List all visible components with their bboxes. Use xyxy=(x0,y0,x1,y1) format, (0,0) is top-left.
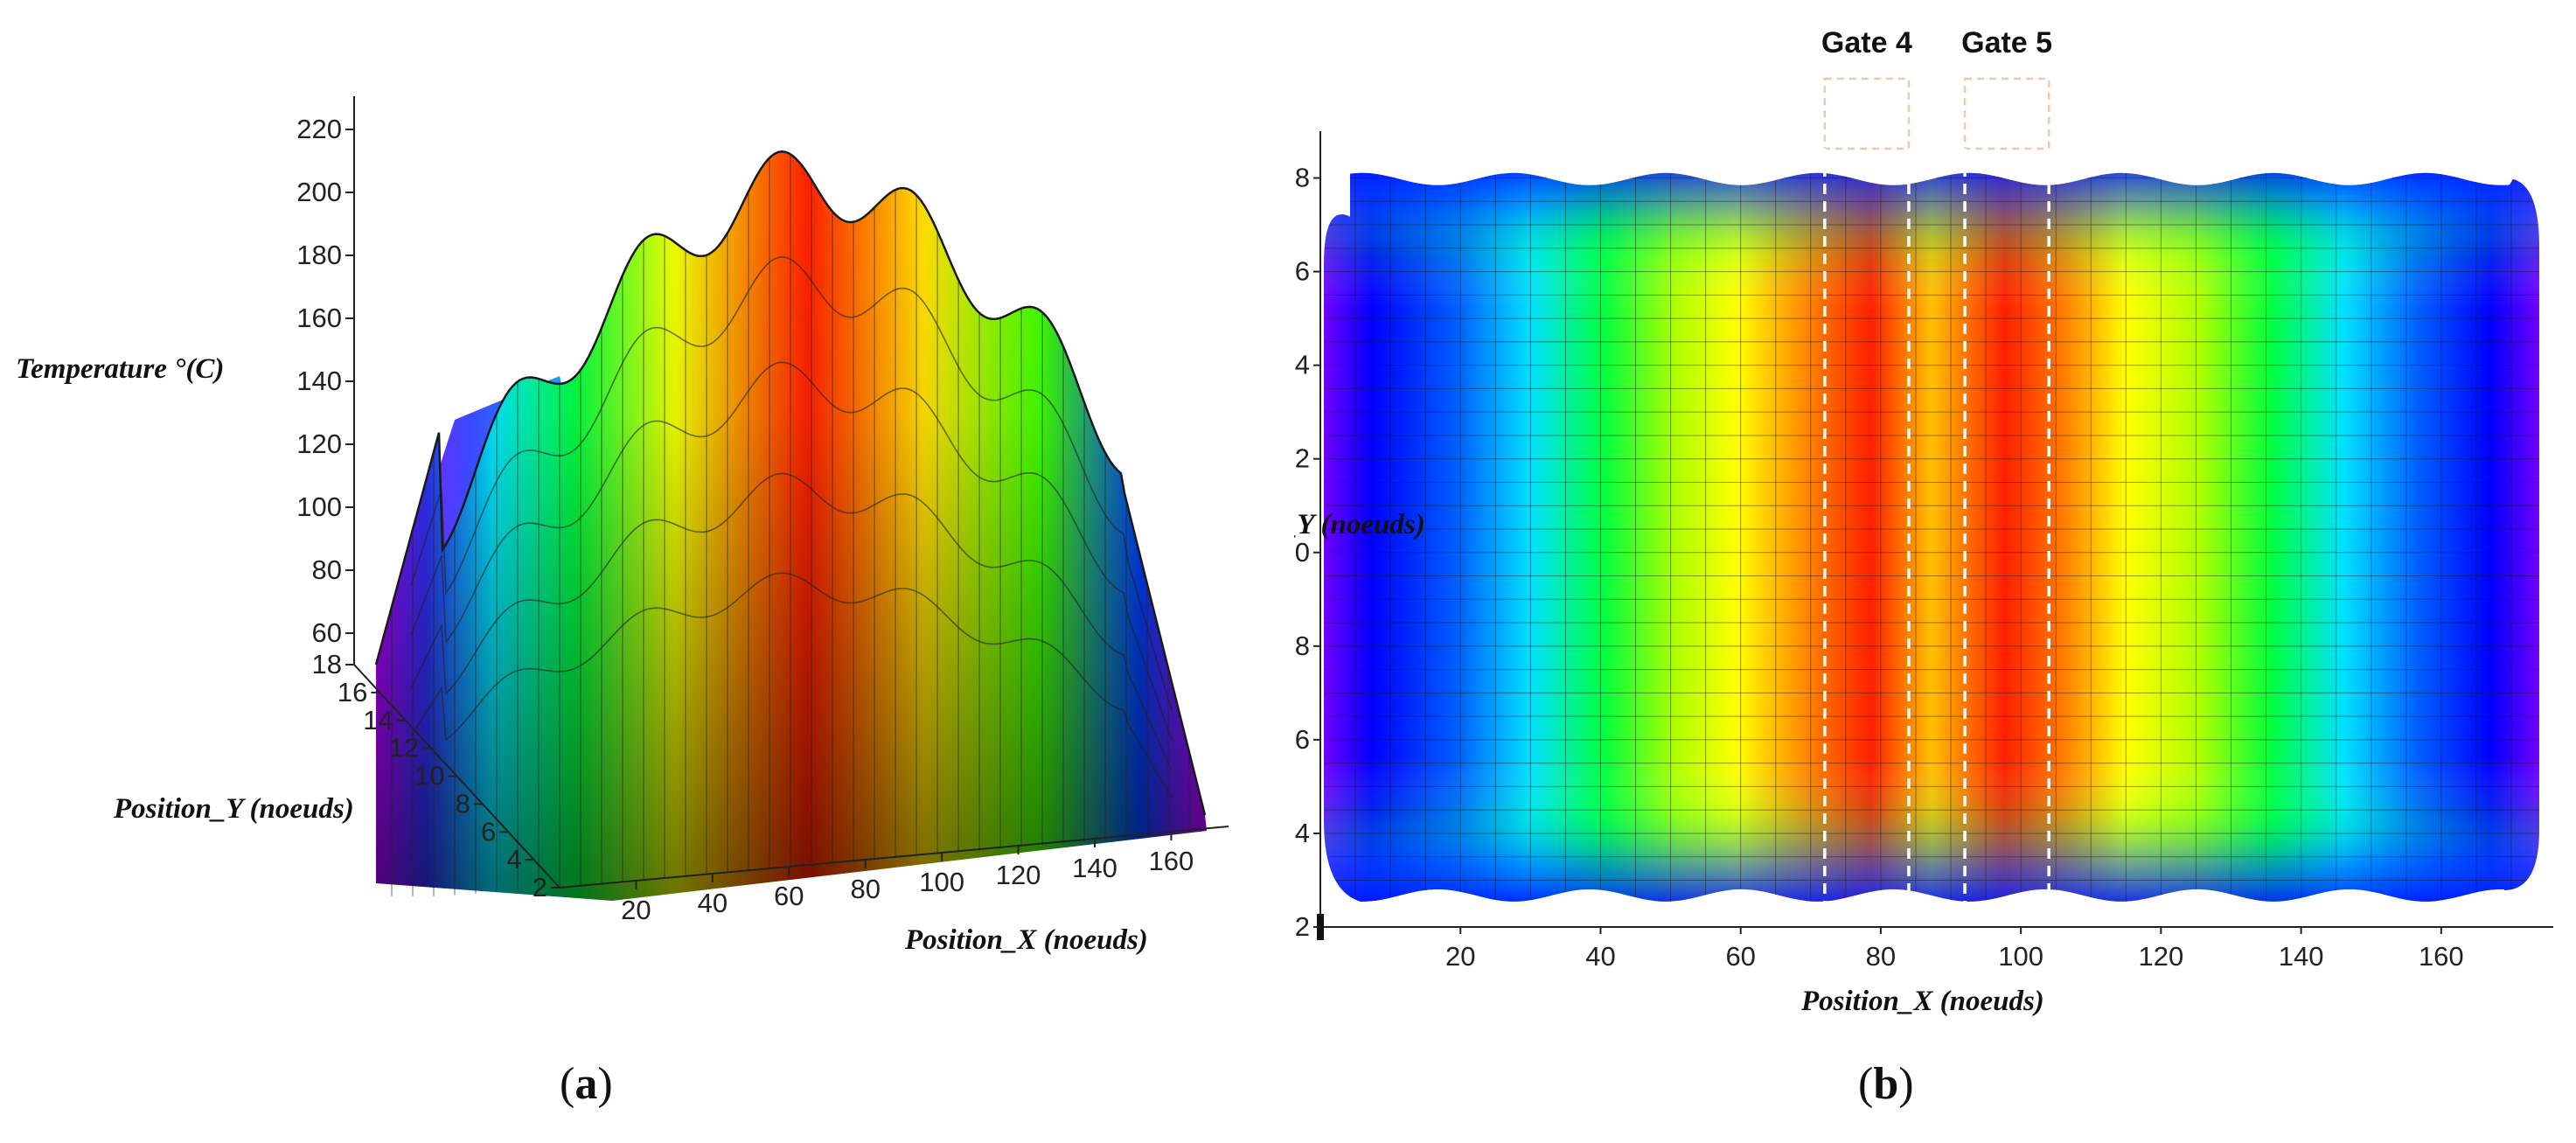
panel-label-b: (b) xyxy=(1858,1059,1914,1109)
x-tick-label: 100 xyxy=(1998,941,2043,972)
surface-crest-line xyxy=(374,150,1207,816)
z-tick-label: 160 xyxy=(296,303,342,333)
surface-shading xyxy=(376,151,1207,902)
z-tick-labels: 60 80 100 120 140 160 180 200 220 xyxy=(296,114,354,648)
x-tick-label: 140 xyxy=(1072,853,1117,883)
y-tick-label: 10 xyxy=(414,761,444,791)
y-tick-label: 16 xyxy=(338,677,367,707)
surface-mesh xyxy=(391,154,1190,896)
z-tick-label: 180 xyxy=(296,240,342,270)
gate-label: Gate 4 xyxy=(1821,26,1912,59)
y-tick-label: 8 xyxy=(456,788,470,819)
z-tick-label: 200 xyxy=(296,177,342,207)
x-tick-labels: 20 40 60 80 100 120 140 160 xyxy=(621,832,1194,925)
x-tick-labels: 20 40 60 80 100 120 140 160 xyxy=(1445,927,2464,972)
y-tick-label: 4 xyxy=(1295,818,1310,848)
z-tick-label: 100 xyxy=(296,491,342,522)
gate-top-box xyxy=(1823,77,1911,150)
x-axis-label: Position_X (noeuds) xyxy=(904,924,1148,956)
panel-label-a: (a) xyxy=(560,1059,613,1109)
y-tick-label: 4 xyxy=(506,844,521,875)
x-tick-label: 60 xyxy=(1725,941,1755,972)
y-tick-label: 2 xyxy=(533,872,547,903)
x-tick-label: 60 xyxy=(774,881,804,911)
y-tick-label: 12 xyxy=(389,733,419,763)
heatmap-plot-b: Gate 4 Gate 5 2 4 6 8 10 12 14 16 18 20 40 60 80 100 1… xyxy=(1294,26,2553,1017)
gate-top-box xyxy=(1963,77,2050,150)
mesh-contour xyxy=(410,255,1173,712)
x-tick-label: 20 xyxy=(621,895,651,925)
y-tick-label: 2 xyxy=(1295,911,1310,942)
y-tick-label: 14 xyxy=(363,705,393,735)
x-tick-label: 160 xyxy=(1149,846,1194,876)
z-axis-label: Temperature °(C) xyxy=(16,353,224,385)
z-tick-label: 140 xyxy=(296,366,342,396)
x-tick-label: 40 xyxy=(698,888,728,918)
mesh-contour xyxy=(410,361,1173,741)
x-tick-label: 80 xyxy=(1866,941,1896,972)
y-tick-label: 8 xyxy=(1295,631,1310,661)
mesh-contour xyxy=(410,572,1173,798)
gate-markers: Gate 4 Gate 5 xyxy=(1821,26,2052,908)
gate-label: Gate 5 xyxy=(1961,26,2052,59)
y-tick-label: 14 xyxy=(1294,350,1310,380)
y-axis-label: Position_Y (noeuds) xyxy=(1294,509,1425,540)
z-tick-label: 120 xyxy=(296,429,342,459)
y-tick-labels: 2 4 6 8 10 12 14 16 18 xyxy=(1294,163,1320,942)
x-tick-label: 120 xyxy=(996,860,1041,890)
x-tick-label: 40 xyxy=(1585,941,1615,972)
y-tick-label: 6 xyxy=(481,816,496,847)
x-axis-line xyxy=(559,826,1229,889)
z-tick-label: 60 xyxy=(312,617,342,648)
heatmap-grid xyxy=(1324,172,2539,902)
x-tick-label: 100 xyxy=(919,867,964,897)
panel-letter-a: a xyxy=(574,1059,598,1109)
panel-letter-b: b xyxy=(1873,1059,1899,1109)
y-tick-label: 18 xyxy=(1294,163,1310,193)
y-tick-label: 12 xyxy=(1294,443,1310,474)
z-tick-label: 220 xyxy=(296,114,342,144)
y-tick-label: 6 xyxy=(1295,724,1310,755)
x-tick-label: 120 xyxy=(2138,941,2183,972)
x-tick-label: 20 xyxy=(1445,941,1475,972)
y-tick-label: 18 xyxy=(312,649,342,680)
heatmap-field xyxy=(1324,172,2539,902)
y-tick-label: 10 xyxy=(1294,537,1310,568)
y-tick-label: 16 xyxy=(1294,256,1310,287)
x-tick-label: 160 xyxy=(2419,941,2464,972)
x-axis-label: Position_X (noeuds) xyxy=(1800,986,2044,1017)
mesh-contour xyxy=(410,472,1173,771)
z-tick-label: 80 xyxy=(312,554,342,585)
x-tick-label: 80 xyxy=(850,874,880,904)
x-tick-label: 140 xyxy=(2279,941,2324,972)
y-axis-label: Position_Y (noeuds) xyxy=(113,793,354,825)
